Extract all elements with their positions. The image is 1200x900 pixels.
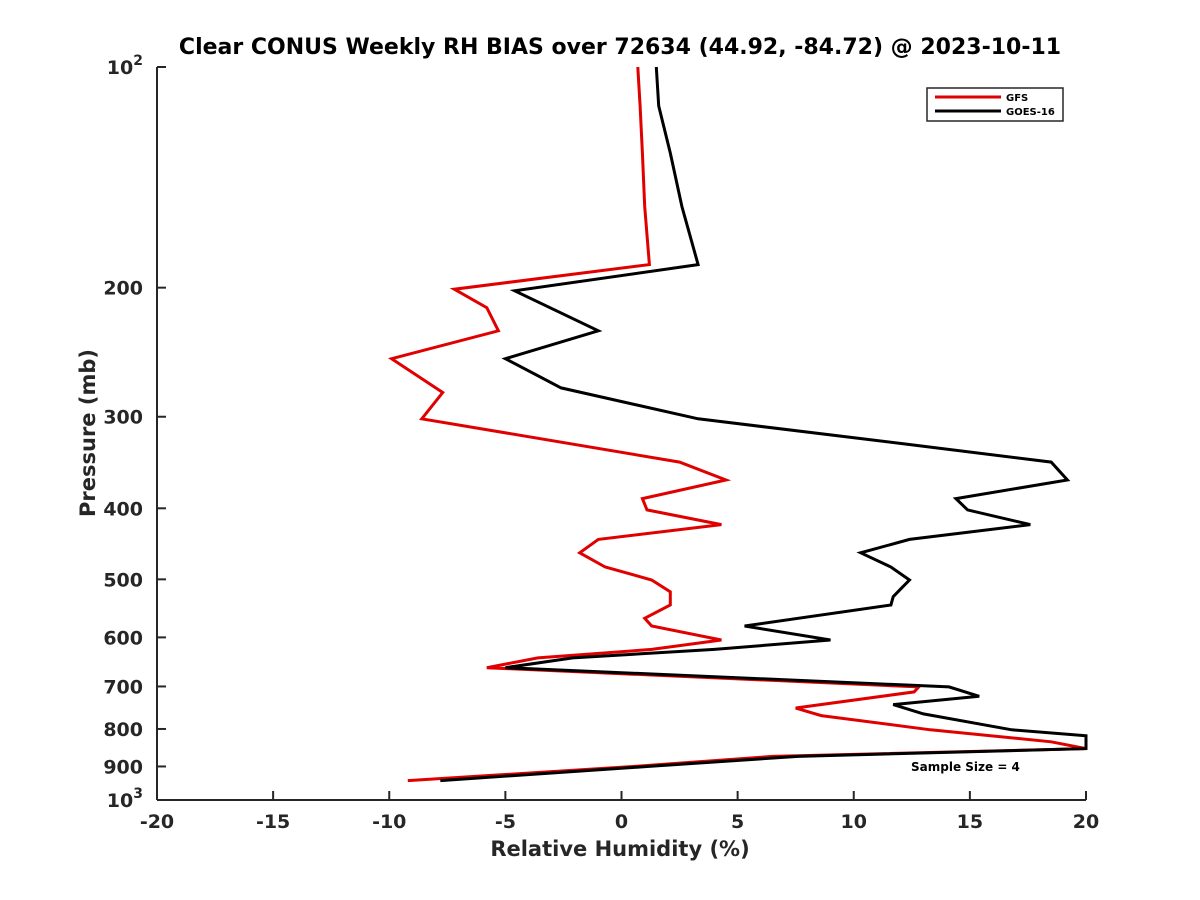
x-tick-label: -5 — [495, 811, 516, 833]
y-bottom-tick-label: 103 — [107, 786, 143, 812]
y-tick-label: 700 — [103, 676, 143, 698]
y-tick-label: 800 — [103, 719, 143, 741]
x-tick-label: -20 — [140, 811, 174, 833]
x-tick-label: 20 — [1073, 811, 1099, 833]
y-tick-label: 600 — [103, 627, 143, 649]
y-tick-label: 500 — [103, 569, 143, 591]
x-axis-label: Relative Humidity (%) — [490, 837, 749, 861]
sample-size-annotation: Sample Size = 4 — [911, 760, 1020, 774]
legend-box — [926, 87, 1064, 122]
y-tick-label: 400 — [103, 498, 143, 520]
y-tick-label: 300 — [103, 407, 143, 429]
x-tick-label: -10 — [372, 811, 406, 833]
chart-title: Clear CONUS Weekly RH BIAS over 72634 (4… — [179, 35, 1061, 60]
y-top-tick-label: 102 — [107, 53, 143, 79]
y-tick-label: 900 — [103, 756, 143, 778]
x-tick-label: 10 — [841, 811, 867, 833]
y-tick-label: 200 — [103, 278, 143, 300]
x-tick-label: -15 — [256, 811, 290, 833]
x-ticks: -20 -15 -10 -5 0 5 10 15 20 — [140, 791, 1099, 833]
axes — [156, 67, 1086, 801]
y-axis-label-group: Pressure (mb) — [76, 349, 100, 517]
y-axis-label: Pressure (mb) — [76, 349, 100, 517]
plot-lines — [387, 66, 1088, 783]
series-line-gfs — [387, 66, 1087, 783]
x-tick-label: 5 — [731, 811, 744, 833]
legend-label-gfs: GFS — [1006, 93, 1028, 104]
x-tick-label: 0 — [615, 811, 628, 833]
legend-label-goes16: GOES-16 — [1006, 107, 1055, 118]
legend: GFS GOES-16 — [926, 87, 1064, 122]
y-ticks: 200 300 400 500 600 700 800 900 102 103 — [103, 53, 166, 812]
x-tick-label: 15 — [957, 811, 983, 833]
series-line-goes16 — [440, 66, 1088, 783]
